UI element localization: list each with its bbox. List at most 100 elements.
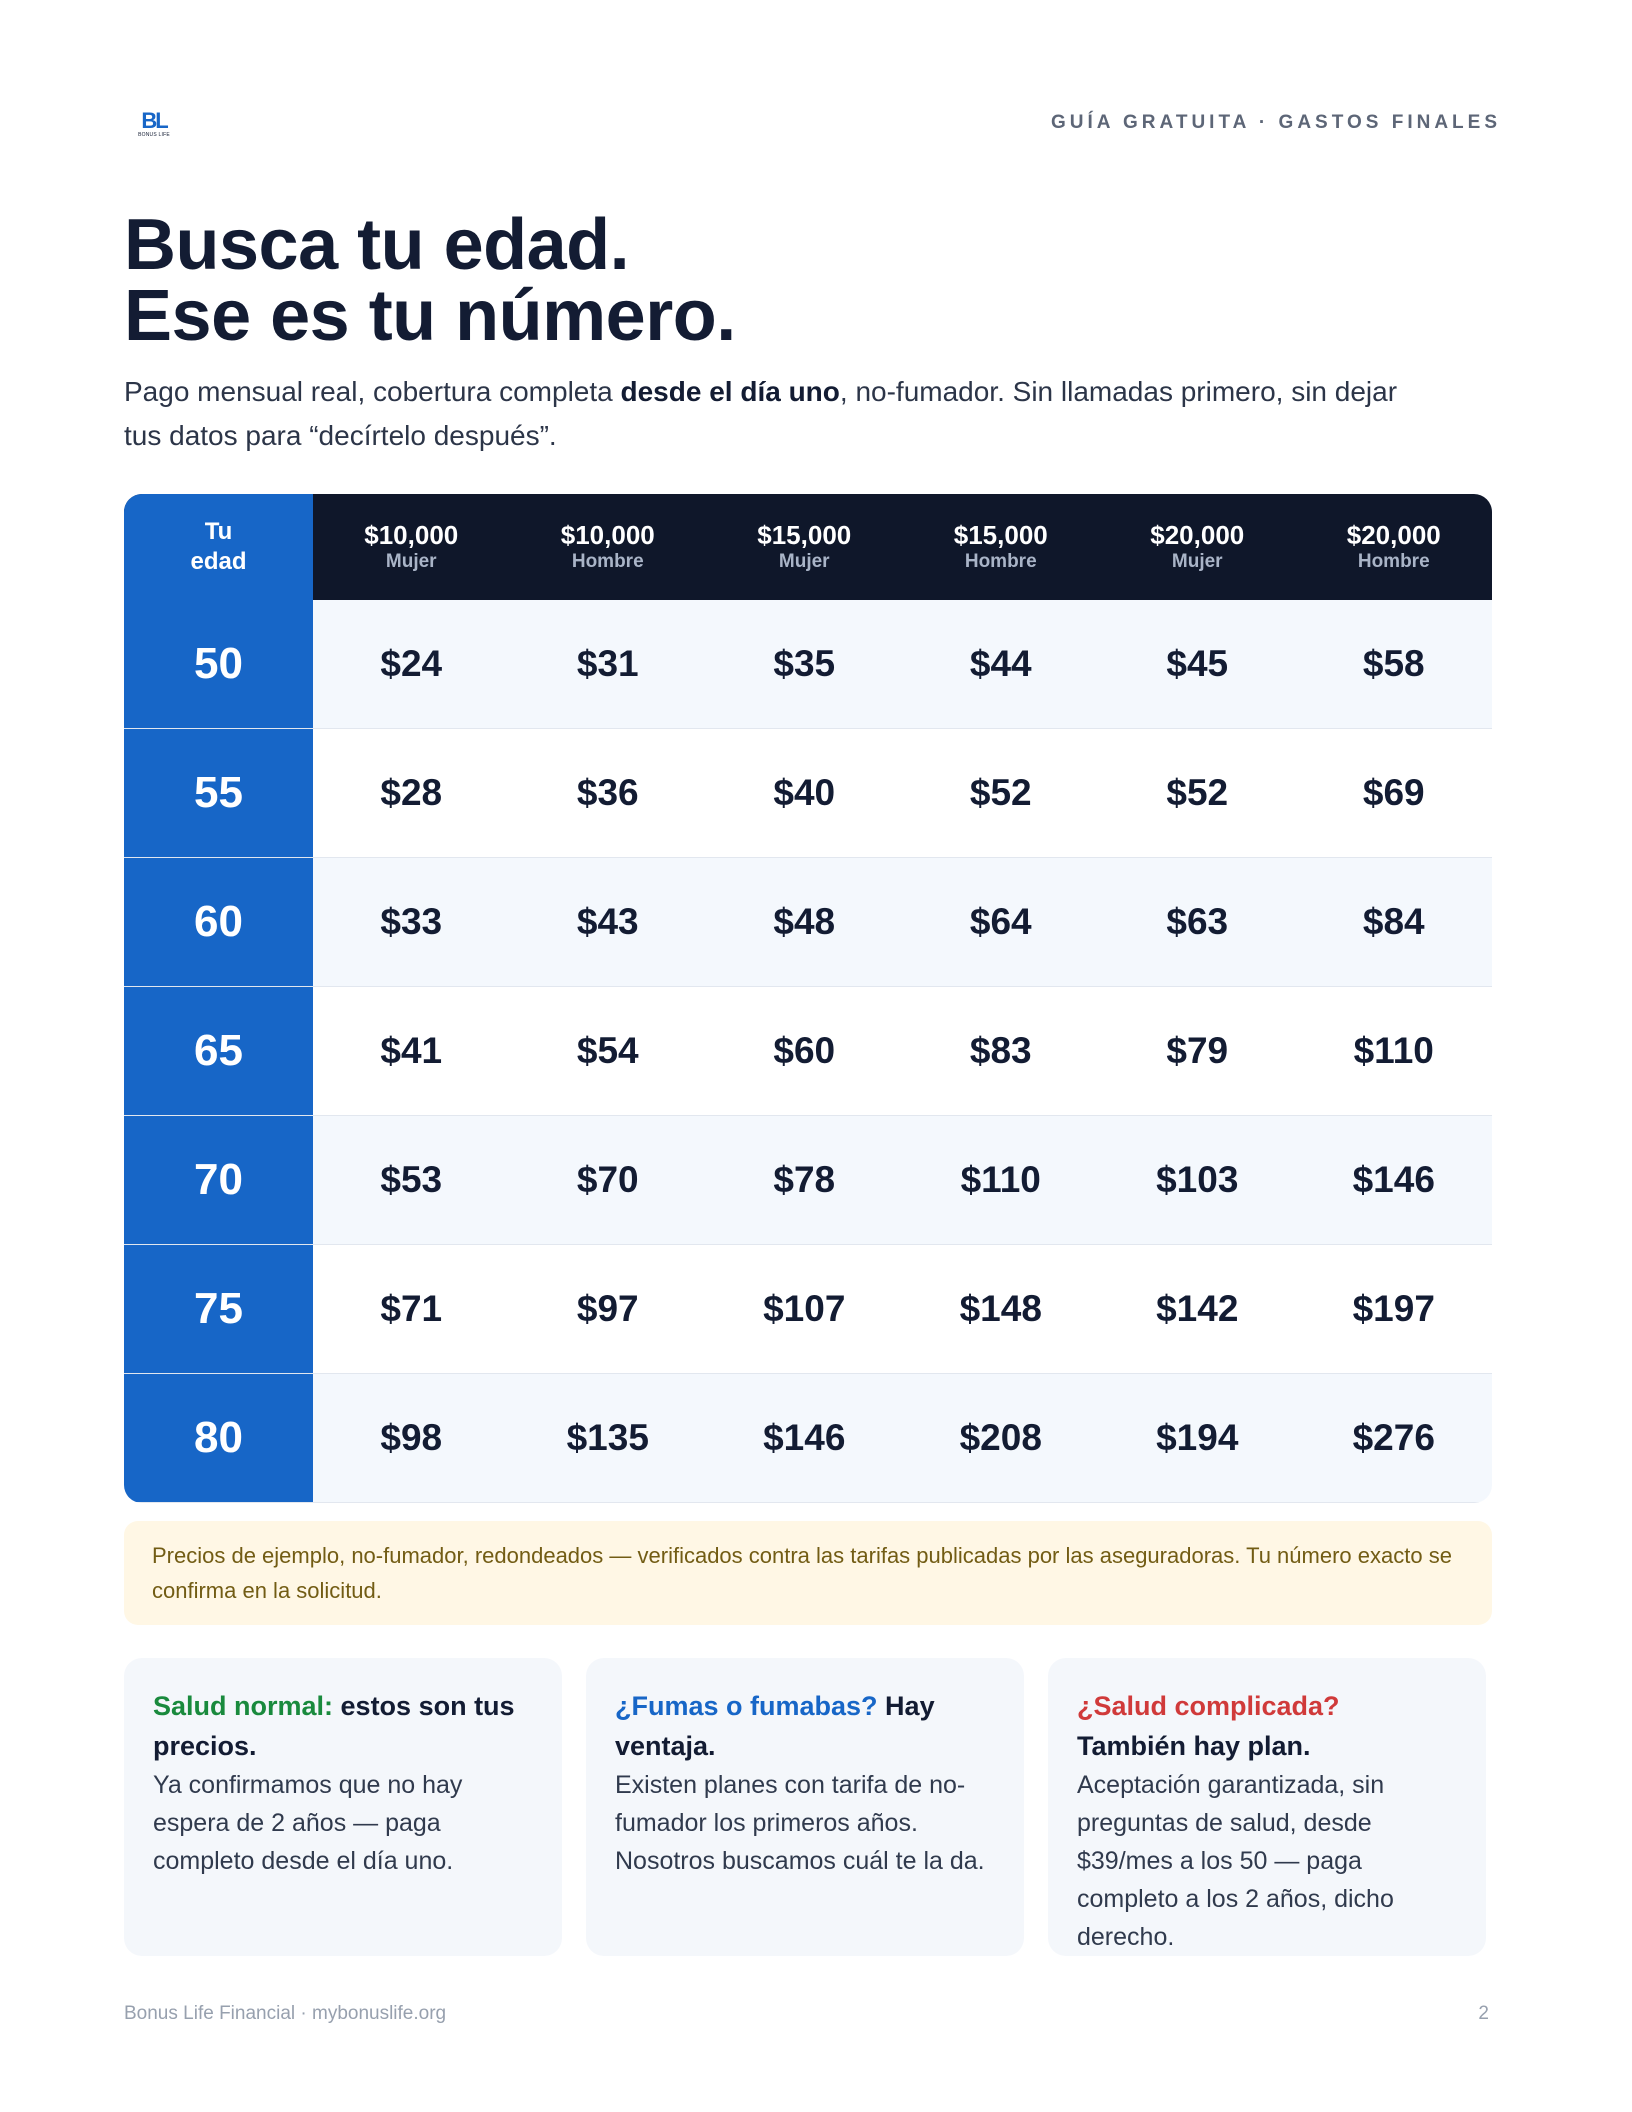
price-cell: $36 (576, 772, 639, 813)
price-cell: $69 (1362, 772, 1425, 813)
coverage-column-header: $10,000 Mujer (313, 494, 510, 600)
card-body: Aceptación garantizada, sin preguntas de… (1077, 1771, 1394, 1951)
age-cell: 65 (124, 987, 313, 1115)
intro-text-start: Pago mensual real, cobertura completa (124, 376, 621, 407)
coverage-amount: $20,000 (1150, 520, 1245, 550)
coverage-sex: Mujer (1171, 551, 1223, 572)
age-header-line-2: edad (190, 548, 247, 575)
card-title-highlight: ¿Fumas o fumabas? (615, 1691, 878, 1721)
age-cell: 80 (124, 1374, 313, 1502)
logo-subtext: BONUS LIFE (138, 132, 170, 138)
coverage-sex: Mujer (385, 551, 437, 572)
price-cell: $63 (1166, 901, 1229, 942)
intro-emphasis: desde el día uno (620, 376, 840, 407)
table-row: 65 $41 $54 $60 $83 $79 $110 (124, 987, 1492, 1116)
price-cell: $45 (1166, 643, 1229, 684)
coverage-amount: $20,000 (1346, 520, 1441, 550)
price-cell: $98 (380, 1417, 443, 1458)
price-cell: $78 (773, 1159, 836, 1200)
pricing-disclaimer: Precios de ejemplo, no-fumador, redondea… (124, 1521, 1492, 1625)
price-cell: $194 (1156, 1417, 1239, 1458)
coverage-sex: Hombre (571, 551, 644, 572)
coverage-amount: $10,000 (560, 520, 655, 550)
card-title-rest: Hay ventaja. (615, 1691, 935, 1761)
age-cell: 50 (124, 600, 313, 728)
intro-text-end: , no-fumador. Sin llamadas primero, sin … (124, 376, 1398, 451)
card-title-highlight: Salud normal: (153, 1691, 334, 1721)
price-cell: $24 (380, 643, 443, 684)
intro-paragraph: Pago mensual real, cobertura completa de… (124, 370, 1424, 458)
price-cell: $44 (969, 643, 1032, 684)
rate-table: Tu edad $10,000 Mujer $10,000 Hombre $15,0… (124, 494, 1492, 1503)
coverage-amount: $10,000 (364, 520, 459, 550)
price-cell: $148 (959, 1288, 1042, 1329)
price-cell: $60 (773, 1030, 836, 1071)
coverage-sex: Hombre (964, 551, 1037, 572)
price-cell: $70 (576, 1159, 639, 1200)
logo-mark: BL (141, 108, 168, 133)
coverage-column-header: $10,000 Hombre (510, 494, 707, 600)
table-row: 80 $98 $135 $146 $208 $194 $276 (124, 1374, 1492, 1503)
age-header-line-1: Tu (204, 518, 233, 545)
age-cell: 60 (124, 858, 313, 986)
price-cell: $53 (380, 1159, 443, 1200)
card-normal-health: Salud normal: estos son tus precios. Ya … (124, 1658, 562, 1956)
price-cell: $52 (1166, 772, 1229, 813)
price-cell: $97 (576, 1288, 639, 1329)
price-cell: $52 (969, 772, 1032, 813)
coverage-sex: Hombre (1357, 551, 1430, 572)
price-cell: $208 (959, 1417, 1042, 1458)
price-cell: $33 (380, 901, 443, 942)
price-cell: $110 (960, 1159, 1041, 1200)
card-complicated-health: ¿Salud complicada? También hay plan. Ace… (1048, 1658, 1486, 1956)
headline-line-1: Busca tu edad. (124, 205, 630, 285)
price-cell: $48 (773, 901, 836, 942)
coverage-sex: Mujer (778, 551, 830, 572)
card-title-rest: También hay plan. (1077, 1731, 1311, 1761)
coverage-column-header: $20,000 Hombre (1296, 494, 1493, 600)
price-cell: $146 (1352, 1159, 1435, 1200)
table-header-row: Tu edad $10,000 Mujer $10,000 Hombre $15,0… (124, 494, 1492, 600)
table-row: 70 $53 $70 $78 $110 $103 $146 (124, 1116, 1492, 1245)
coverage-amount: $15,000 (757, 520, 852, 550)
guide-kicker: GUÍA GRATUITA · GASTOS FINALES (1050, 112, 1501, 133)
price-cell: $84 (1362, 901, 1425, 942)
page-number: 2 (1478, 2003, 1489, 2024)
price-cell: $276 (1352, 1417, 1435, 1458)
coverage-column-header: $15,000 Hombre (903, 494, 1100, 600)
age-column-header: Tu edad (124, 494, 313, 600)
coverage-column-header: $20,000 Mujer (1099, 494, 1296, 600)
table-row: 50 $24 $31 $35 $44 $45 $58 (124, 600, 1492, 729)
card-title-rest: estos son tus precios. (153, 1691, 515, 1761)
price-cell: $35 (773, 643, 836, 684)
card-body: Existen planes con tarifa de no-fumador … (615, 1771, 985, 1875)
page-headline: Busca tu edad. Ese es tu número. (124, 205, 736, 356)
price-cell: $103 (1156, 1159, 1239, 1200)
card-title: ¿Fumas o fumabas? Hay ventaja. (615, 1686, 995, 1766)
price-cell: $71 (380, 1288, 443, 1329)
card-title-highlight: ¿Salud complicada? (1077, 1691, 1340, 1721)
table-row: 55 $28 $36 $40 $52 $52 $69 (124, 729, 1492, 858)
brand-logo: BL BONUS LIFE (136, 110, 172, 142)
coverage-amount: $15,000 (953, 520, 1048, 550)
coverage-column-header: $15,000 Mujer (706, 494, 903, 600)
price-cell: $135 (566, 1417, 649, 1458)
price-cell: $58 (1362, 643, 1425, 684)
price-cell: $110 (1353, 1030, 1434, 1071)
table-body: 50 $24 $31 $35 $44 $45 $58 55 $28 $36 $40 $52 $52 $69… (124, 600, 1492, 1503)
age-cell: 75 (124, 1245, 313, 1373)
price-cell: $54 (576, 1030, 639, 1071)
age-cell: 70 (124, 1116, 313, 1244)
headline-line-2: Ese es tu número. (124, 276, 736, 356)
price-cell: $107 (763, 1288, 846, 1329)
price-cell: $31 (576, 643, 639, 684)
age-cell: 55 (124, 729, 313, 857)
footer-brand: Bonus Life Financial · mybonuslife.org (124, 2003, 447, 2024)
price-cell: $79 (1166, 1030, 1229, 1071)
card-title: ¿Salud complicada? También hay plan. (1077, 1686, 1457, 1766)
card-smoker: ¿Fumas o fumabas? Hay ventaja. Existen p… (586, 1658, 1024, 1956)
table-row: 75 $71 $97 $107 $148 $142 $197 (124, 1245, 1492, 1374)
price-cell: $64 (969, 901, 1032, 942)
table-row: 60 $33 $43 $48 $64 $63 $84 (124, 858, 1492, 987)
price-cell: $28 (380, 772, 443, 813)
